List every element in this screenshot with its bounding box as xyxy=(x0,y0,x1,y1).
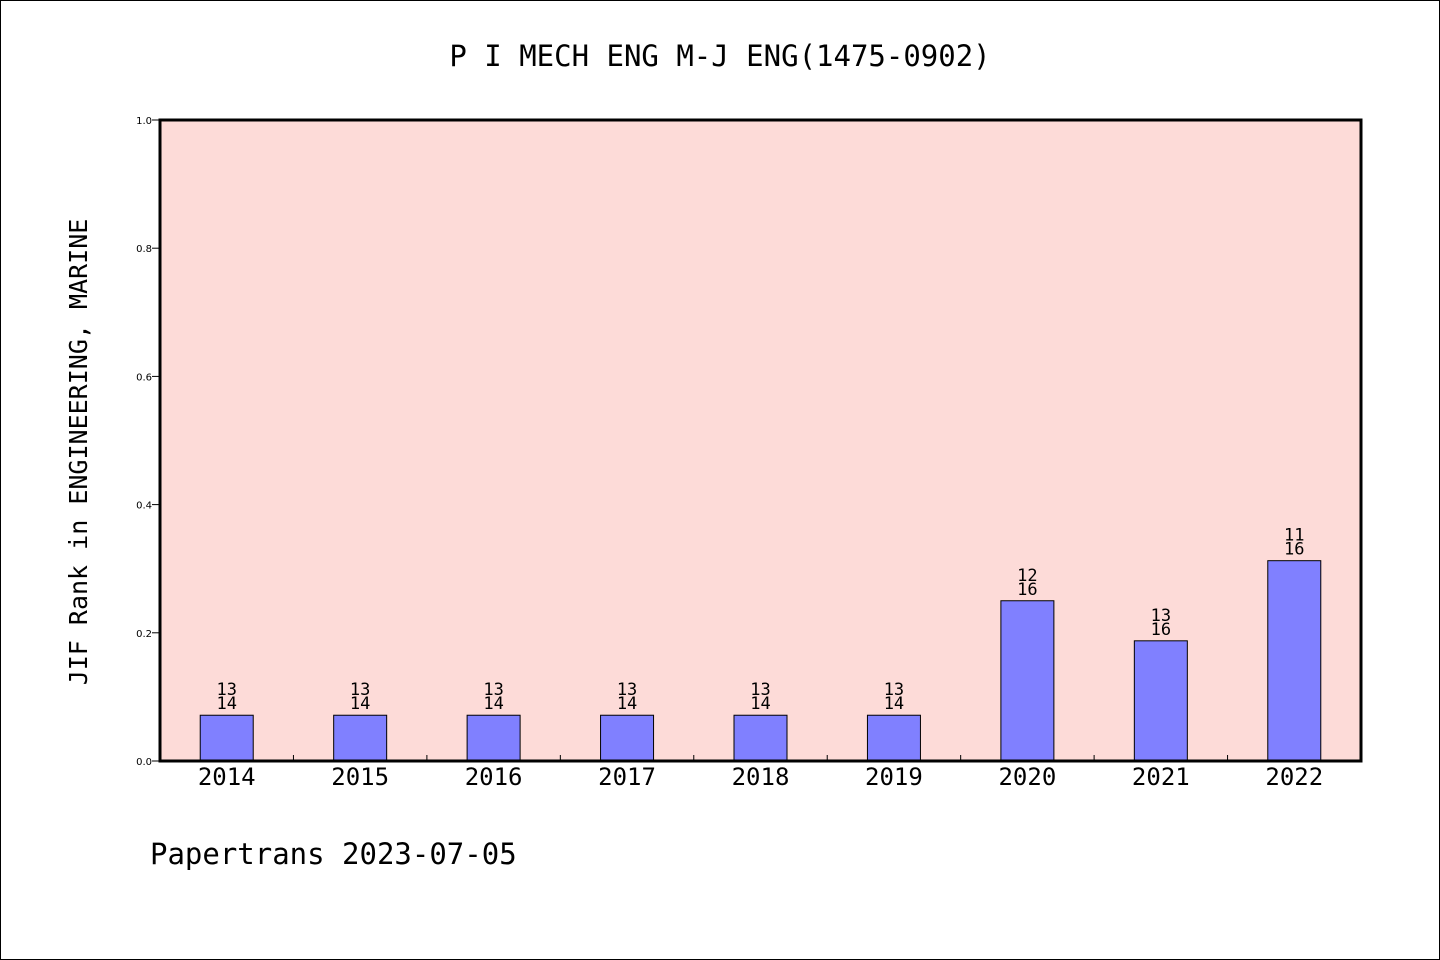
y-tick-label: 0.0 xyxy=(136,757,152,768)
chart-title: P I MECH ENG M-J ENG(1475-0902) xyxy=(449,39,990,73)
y-tick-label: 0.2 xyxy=(136,629,152,640)
x-tick-label: 2019 xyxy=(865,763,923,791)
bar-label-total: 16 xyxy=(1017,580,1037,600)
x-tick-label: 2014 xyxy=(198,763,256,791)
bar-label-total: 14 xyxy=(884,694,904,714)
bar-label-total: 14 xyxy=(350,694,370,714)
bar-label-rank: 12 xyxy=(1017,566,1037,586)
bar-2014 xyxy=(199,714,254,762)
bar-2022 xyxy=(1267,560,1322,762)
bar-2019 xyxy=(866,714,921,762)
bar-label-rank: 13 xyxy=(750,680,770,700)
bar-2015 xyxy=(333,714,388,762)
bar-2018 xyxy=(733,714,788,762)
footer-watermark: Papertrans 2023-07-05 xyxy=(150,837,517,871)
bars-group xyxy=(199,560,1322,762)
bar-label-rank: 13 xyxy=(617,680,637,700)
bar-2016 xyxy=(466,714,521,762)
bar-2021 xyxy=(1133,640,1188,762)
x-tick-label: 2020 xyxy=(998,763,1056,791)
y-axis-label: JIF Rank in ENGINEERING, MARINE xyxy=(64,219,93,686)
bar-label-rank: 13 xyxy=(483,680,503,700)
x-tick-label: 2018 xyxy=(732,763,790,791)
bar-2020 xyxy=(1000,600,1055,762)
bar-label-rank: 13 xyxy=(350,680,370,700)
bar-label-rank: 13 xyxy=(884,680,904,700)
bar-label-total: 16 xyxy=(1284,540,1304,560)
y-axis: 0.0 0.2 0.4 0.6 0.8 1.0 xyxy=(136,116,160,768)
x-axis: 2014 2015 2016 2017 2018 2019 2020 2021 2022 xyxy=(198,755,1323,791)
y-tick-label: 0.4 xyxy=(136,501,152,512)
bar-label-total: 16 xyxy=(1151,620,1171,640)
bar-label-rank: 13 xyxy=(216,680,236,700)
bar-label-rank: 11 xyxy=(1284,526,1304,546)
bar-label-total: 14 xyxy=(617,694,637,714)
plot-border xyxy=(158,118,1363,763)
x-tick-label: 2021 xyxy=(1132,763,1190,791)
x-tick-label: 2017 xyxy=(598,763,656,791)
bar-label-total: 14 xyxy=(216,694,236,714)
x-tick-label: 2015 xyxy=(331,763,389,791)
x-tick-label: 2016 xyxy=(465,763,523,791)
x-tick-label: 2022 xyxy=(1265,763,1323,791)
y-tick-label: 0.6 xyxy=(136,372,152,383)
y-tick-label: 0.8 xyxy=(136,244,152,255)
bar-label-total: 14 xyxy=(750,694,770,714)
bar-label-total: 14 xyxy=(483,694,503,714)
bar-2017 xyxy=(600,714,655,762)
bar-label-rank: 13 xyxy=(1151,606,1171,626)
y-tick-label: 1.0 xyxy=(136,116,152,127)
